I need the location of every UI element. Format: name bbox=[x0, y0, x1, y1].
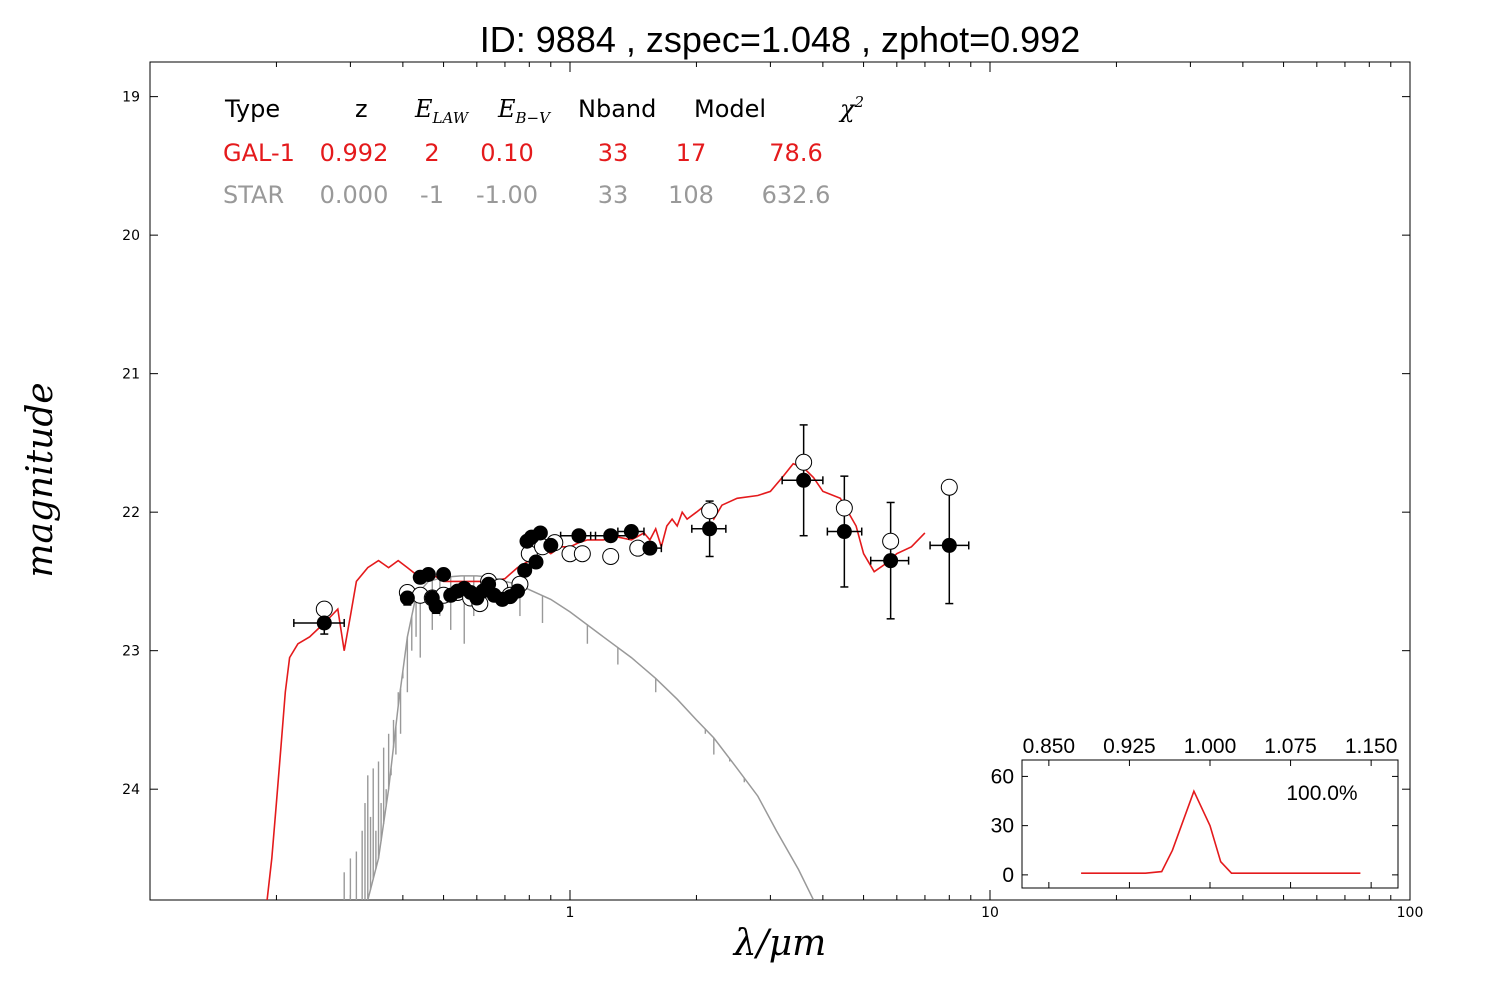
header-chi2: χ2 bbox=[838, 93, 864, 123]
observed-magnitude-point bbox=[603, 528, 619, 544]
observed-magnitude-point bbox=[428, 598, 444, 614]
x-axis-label: λ/μm bbox=[732, 923, 826, 964]
fit-table-rows: GAL-1 0.992 2 0.10 33 17 78.6 STAR 0.000 -1 -1.00 3… bbox=[223, 139, 830, 209]
y-axis-ticks: 19 20 21 22 23 24 bbox=[122, 90, 1410, 798]
pdz-curve-layer bbox=[1081, 789, 1361, 875]
observed-magnitude-point bbox=[796, 472, 812, 488]
fit-row-chi2: 78.6 bbox=[769, 139, 822, 167]
fit-row-elaw: 2 bbox=[424, 139, 439, 167]
observed-magnitude-point bbox=[883, 553, 899, 569]
y-axis-label: magnitude bbox=[20, 382, 61, 577]
chart-title: ID: 9884 , zspec=1.048 , zphot=0.992 bbox=[480, 19, 1080, 60]
fit-row-model: 108 bbox=[668, 181, 714, 209]
observed-magnitude-point bbox=[642, 540, 658, 556]
x-tick-label: 10 bbox=[981, 905, 999, 921]
model-magnitude-point bbox=[602, 547, 620, 565]
galaxy-model-layer bbox=[266, 462, 926, 900]
fit-row-elaw: -1 bbox=[420, 181, 444, 209]
observed-magnitude-point bbox=[481, 576, 497, 592]
star-model-layer bbox=[343, 575, 815, 900]
y-tick-label: 22 bbox=[122, 505, 140, 521]
fit-row-type: STAR bbox=[223, 181, 284, 209]
pdz-x-tick-label: 1.000 bbox=[1184, 735, 1237, 758]
fit-row-nband: 33 bbox=[598, 139, 629, 167]
model-magnitude-point bbox=[701, 502, 719, 520]
fit-row-type: GAL-1 bbox=[223, 139, 295, 167]
x-tick-label: 100 bbox=[1397, 905, 1424, 921]
observed-magnitude-point bbox=[623, 524, 639, 540]
observed-magnitude-point bbox=[510, 583, 526, 599]
y-tick-label: 24 bbox=[122, 782, 140, 798]
model-magnitude-point bbox=[573, 545, 591, 563]
model-magnitude-point bbox=[882, 532, 900, 550]
observed-magnitude-point bbox=[571, 528, 587, 544]
pdz-y-tick-label: 30 bbox=[991, 815, 1014, 838]
y-tick-label: 19 bbox=[122, 90, 140, 106]
pdz-y-tick-label: 0 bbox=[1002, 864, 1014, 887]
observed-magnitude-point bbox=[436, 566, 452, 582]
plot-frame bbox=[149, 61, 1411, 901]
observed-magnitude-point bbox=[316, 615, 332, 631]
x-axis-ticks: 1 10 100 bbox=[275, 62, 1424, 921]
y-tick-label: 21 bbox=[122, 367, 140, 383]
pdz-probability-label: 100.0% bbox=[1286, 782, 1357, 805]
observed-magnitude-point bbox=[941, 537, 957, 553]
fit-row-nband: 33 bbox=[598, 181, 629, 209]
model-magnitude-point bbox=[835, 499, 853, 517]
fit-table-header: Type z ELAW EB−V Nband Model χ2 bbox=[224, 93, 864, 127]
pdz-x-tick-label: 0.850 bbox=[1023, 735, 1076, 758]
observed-magnitude-point bbox=[836, 524, 852, 540]
pdz-y-tick-label: 60 bbox=[991, 765, 1014, 788]
fit-row-z: 0.992 bbox=[320, 139, 389, 167]
pdz-x-tick-label: 1.075 bbox=[1264, 735, 1317, 758]
pdz-inset: 0.850 0.925 1.000 1.075 1.150 0 30 60 100.0% bbox=[991, 735, 1399, 889]
header-nband: Nband bbox=[578, 95, 656, 123]
pdz-x-tick-label: 0.925 bbox=[1103, 735, 1156, 758]
fit-row-z: 0.000 bbox=[320, 181, 389, 209]
header-z: z bbox=[355, 95, 368, 123]
pdz-curve bbox=[1081, 789, 1361, 875]
model-magnitude-point bbox=[940, 478, 958, 496]
pdz-inset-x-ticks: 0.850 0.925 1.000 1.075 1.150 bbox=[1023, 735, 1398, 888]
header-type: Type bbox=[224, 95, 280, 123]
y-tick-label: 20 bbox=[122, 228, 140, 244]
fit-row-ebv: 0.10 bbox=[480, 139, 533, 167]
observed-magnitude-point bbox=[543, 537, 559, 553]
fit-table: Type z ELAW EB−V Nband Model χ2 GAL-1 0.9… bbox=[223, 93, 864, 209]
observed-magnitude-point bbox=[532, 525, 548, 541]
header-model: Model bbox=[694, 95, 766, 123]
observed-magnitude-point bbox=[528, 554, 544, 570]
observed-magnitude-point bbox=[517, 562, 533, 578]
pdz-inset-y-ticks: 0 30 60 bbox=[991, 765, 1398, 887]
model-magnitude-point bbox=[795, 453, 813, 471]
model-magnitude-point bbox=[315, 600, 333, 618]
fit-row-model: 17 bbox=[676, 139, 707, 167]
observed-magnitude-point bbox=[399, 590, 415, 606]
observed-photometry-layer bbox=[316, 472, 957, 631]
fit-row-ebv: -1.00 bbox=[476, 181, 538, 209]
header-elaw: ELAW bbox=[414, 95, 470, 127]
header-ebv: EB−V bbox=[497, 95, 552, 127]
observed-magnitude-point bbox=[702, 521, 718, 537]
observed-magnitude-point bbox=[420, 566, 436, 582]
y-tick-label: 23 bbox=[122, 644, 140, 660]
galaxy-model-curve bbox=[266, 462, 926, 900]
fit-row-chi2: 632.6 bbox=[762, 181, 831, 209]
pdz-x-tick-label: 1.150 bbox=[1345, 735, 1398, 758]
star-model-curve bbox=[367, 575, 815, 900]
x-tick-label: 1 bbox=[566, 905, 575, 921]
